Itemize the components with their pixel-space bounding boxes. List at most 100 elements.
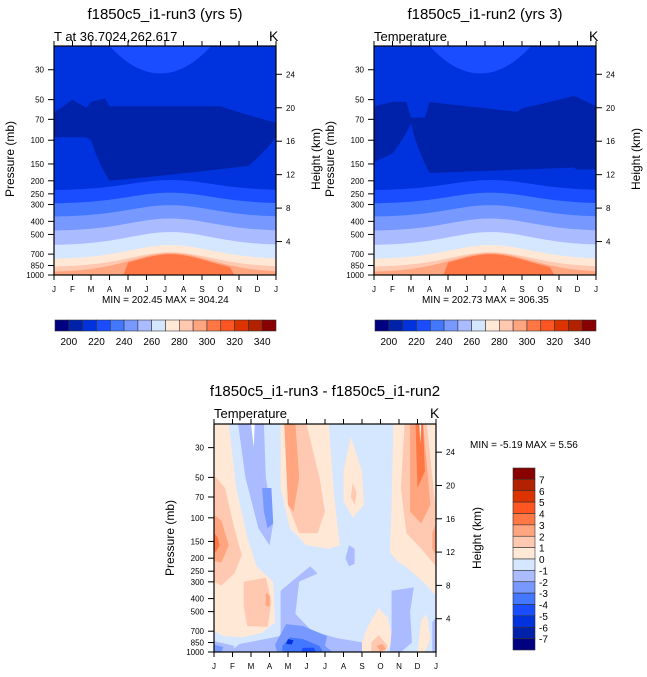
colorbar-label: 280 <box>171 337 188 348</box>
y-tick-label: 50 <box>35 96 44 105</box>
x-tick-label: F <box>70 285 75 294</box>
contour-fill <box>300 647 316 652</box>
contour-fill <box>284 424 300 512</box>
y-tick-label: 300 <box>191 578 205 587</box>
panel3-fill <box>214 424 436 652</box>
y-tick-label: 700 <box>351 250 365 259</box>
x-tick-label: J <box>274 285 278 294</box>
y-right-tick-label: 4 <box>606 238 611 247</box>
y-tick-label: 200 <box>351 177 365 186</box>
colorbar-swatch <box>206 319 222 332</box>
contour-fill <box>374 46 596 74</box>
y-right-tick-label: 4 <box>286 238 291 247</box>
panel3-title: f1850c5_i1-run3 - f1850c5_i1-run2 <box>209 383 441 400</box>
panel1-left-string: T at 36.7024,262.617 <box>54 29 178 44</box>
y-tick-label: 200 <box>31 177 45 186</box>
colorbar-label: 280 <box>491 337 508 348</box>
colorbar-swatch <box>68 319 83 332</box>
colorbar-swatch <box>512 490 536 503</box>
contour-fill <box>432 617 436 652</box>
y-tick-label: 100 <box>191 514 205 523</box>
colorbar-swatch <box>485 319 500 332</box>
y-tick-label: 100 <box>351 136 365 145</box>
colorbar-label: 6 <box>539 487 545 498</box>
panel3-contours <box>214 424 436 652</box>
colorbar-swatch <box>512 604 536 617</box>
y-right-tick-label: 12 <box>286 171 295 180</box>
colorbar-swatch <box>123 319 139 332</box>
colorbar-swatch <box>512 319 528 332</box>
y-tick-label: 500 <box>191 608 205 617</box>
contour-fill <box>345 545 355 567</box>
y-tick-label: 30 <box>195 444 204 453</box>
panel3-units: K <box>430 405 440 421</box>
colorbar-2 <box>374 319 597 332</box>
x-tick-label: A <box>267 662 273 671</box>
contour-fill <box>374 96 596 173</box>
y-tick-label: 150 <box>351 160 365 169</box>
contour-fill <box>362 608 394 652</box>
x-tick-label: J <box>212 662 216 671</box>
x-tick-label: M <box>248 662 255 671</box>
colorbar-label: 340 <box>574 337 591 348</box>
panel2-contours <box>374 46 596 275</box>
x-tick-label: M <box>445 285 452 294</box>
x-tick-label: F <box>230 662 235 671</box>
y-tick-label: 700 <box>31 250 45 259</box>
colorbar-swatch <box>512 547 536 560</box>
contour-fill <box>243 577 272 627</box>
x-tick-label: A <box>501 285 507 294</box>
x-tick-label: J <box>323 662 327 671</box>
colorbar-label: 1 <box>539 544 545 555</box>
colorbar-label: 2 <box>539 532 545 543</box>
x-tick-label: A <box>181 285 187 294</box>
contour-fill <box>265 592 270 607</box>
colorbar-swatch <box>96 319 111 332</box>
contour-fill <box>214 533 220 553</box>
colorbar-label: -1 <box>539 566 548 577</box>
colorbar-swatch <box>568 319 583 332</box>
x-tick-label: J <box>434 662 438 671</box>
colorbar-swatch <box>512 524 536 537</box>
panel1-title: f1850c5_i1-run3 (yrs 5) <box>87 6 243 23</box>
colorbar-swatch <box>457 319 472 332</box>
y-right-tick-label: 24 <box>286 70 295 79</box>
x-tick-label: N <box>236 285 242 294</box>
colorbar-swatch <box>109 319 125 332</box>
colorbar-swatch <box>248 319 263 332</box>
y-right-tick-label: 12 <box>446 548 455 557</box>
colorbar-swatch <box>374 319 390 332</box>
y-tick-label: 30 <box>355 66 364 75</box>
contour-fill <box>389 587 414 652</box>
colorbar-swatch <box>416 319 431 332</box>
y-right-tick-label: 16 <box>446 515 455 524</box>
contour-fill <box>417 613 431 652</box>
y-right-tick-label: 20 <box>606 104 615 113</box>
y-tick-label: 400 <box>191 595 205 604</box>
colorbar-label: -3 <box>539 589 548 600</box>
colorbar-swatch <box>82 319 97 332</box>
x-tick-label: O <box>217 285 223 294</box>
y-tick-label: 100 <box>31 136 45 145</box>
y-right-tick-label: 20 <box>446 481 455 490</box>
colorbar-swatch <box>512 479 536 492</box>
contour-fill <box>286 639 294 645</box>
y-tick-label: 400 <box>31 217 45 226</box>
y-tick-label: 30 <box>35 66 44 75</box>
contour-fill <box>374 254 596 275</box>
y-tick-label: 850 <box>191 639 205 648</box>
colorbar-label: 200 <box>60 337 77 348</box>
y-tick-label: 200 <box>191 554 205 563</box>
colorbar-swatch <box>512 467 536 480</box>
x-tick-label: M <box>285 662 292 671</box>
x-tick-label: J <box>163 285 167 294</box>
colorbar-swatch <box>526 319 542 332</box>
colorbar-label: 260 <box>463 337 480 348</box>
y-tick-label: 70 <box>195 493 204 502</box>
colorbar-label: 300 <box>199 337 216 348</box>
colorbar-swatch <box>512 501 536 514</box>
y-right-tick-label: 4 <box>446 615 451 624</box>
panel2-minmax: MIN = 202.73 MAX = 306.35 <box>422 295 549 306</box>
y-tick-label: 500 <box>31 230 45 239</box>
